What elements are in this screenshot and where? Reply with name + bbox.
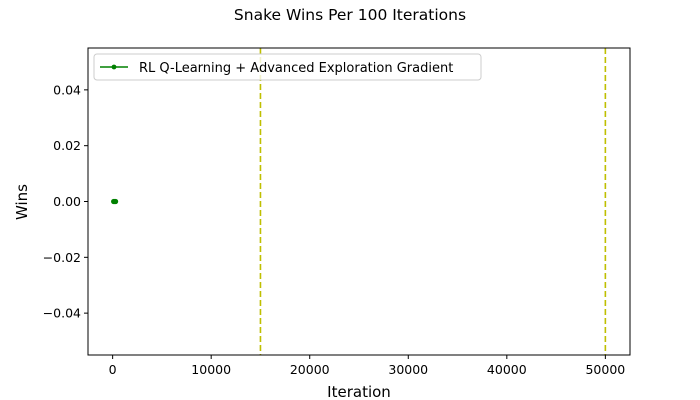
x-tick-label: 0	[109, 362, 117, 377]
y-tick-label: 0.02	[53, 138, 81, 153]
legend-box	[93, 53, 482, 81]
vertical-lines	[259, 48, 607, 355]
legend: RL Q-Learning + Advanced Exploration Gra…	[93, 53, 482, 81]
x-tick-label: 20000	[290, 362, 330, 377]
x-tick-label: 40000	[487, 362, 527, 377]
x-tick-label: 50000	[585, 362, 625, 377]
plot-frame	[87, 47, 631, 356]
y-tick-label: 0.04	[53, 82, 81, 97]
legend-entry: RL Q-Learning + Advanced Exploration Gra…	[139, 61, 453, 76]
y-axis: −0.04 −0.02 0.00 0.02 0.04	[43, 82, 88, 321]
x-tick-label: 10000	[191, 362, 231, 377]
x-axis-title: Iteration	[327, 383, 391, 400]
y-tick-label: −0.04	[43, 306, 81, 321]
y-tick-label: 0.00	[53, 194, 81, 209]
legend-marker-sample	[111, 64, 117, 70]
x-tick-label: 30000	[388, 362, 428, 377]
y-axis-title: Wins	[13, 184, 31, 220]
chart-title: Snake Wins Per 100 Iterations	[234, 6, 466, 24]
y-tick-label: −0.02	[43, 250, 81, 265]
data-point	[112, 198, 119, 205]
x-axis: 0 10000 20000 30000 40000 50000	[109, 355, 625, 377]
series-layer	[111, 198, 119, 205]
